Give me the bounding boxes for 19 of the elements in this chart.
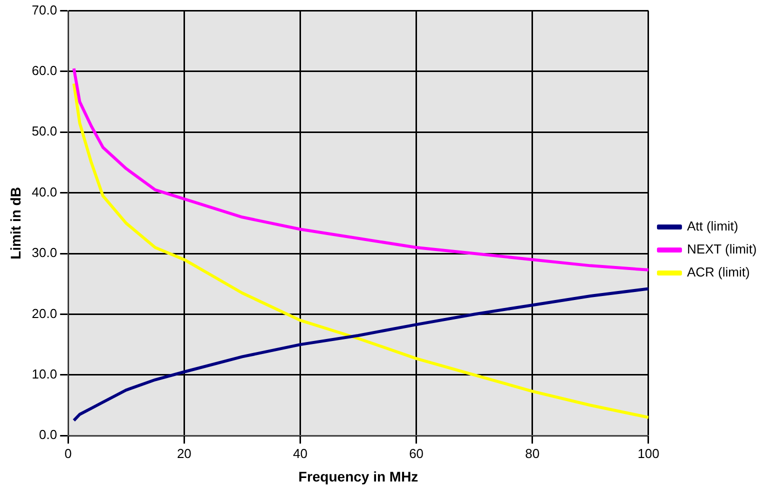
- y-tick-label: 30.0: [32, 245, 58, 260]
- y-tick-label: 20.0: [32, 306, 58, 321]
- legend-label: ACR (limit): [686, 264, 750, 280]
- legend-label: NEXT (limit): [686, 242, 757, 257]
- y-tick-label: 60.0: [32, 63, 58, 78]
- x-tick-label: 40: [293, 446, 308, 461]
- legend-label: Att (limit): [686, 218, 738, 234]
- x-tick-label: 100: [638, 446, 660, 461]
- x-tick-label: 0: [64, 446, 72, 461]
- y-tick-label: 50.0: [32, 124, 58, 139]
- y-tick-label: 0.0: [39, 427, 58, 442]
- x-tick-label: 80: [525, 446, 540, 461]
- y-tick-label: 10.0: [32, 366, 58, 382]
- x-tick-label: 20: [176, 446, 192, 461]
- y-tick-label: 40.0: [32, 184, 58, 200]
- x-axis-title: Frequency in MHz: [298, 468, 418, 484]
- x-tick-label: 60: [409, 446, 424, 461]
- y-tick-label: 70.0: [32, 2, 58, 18]
- y-axis-title: Limit in dB: [7, 187, 24, 260]
